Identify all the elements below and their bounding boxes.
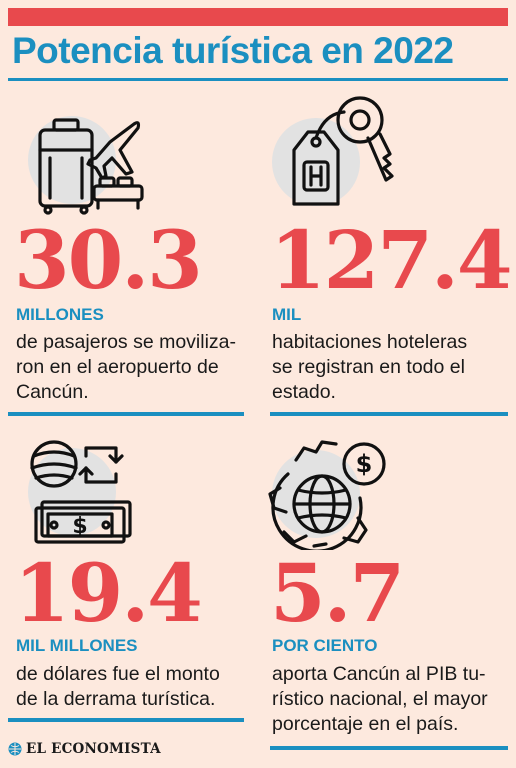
svg-text:$: $ [72,514,87,539]
title-divider [8,78,508,81]
publisher-logo: EL ECONOMISTA [8,741,161,757]
desc-line: de la derrama turística. [16,688,216,710]
stat-value-pasajeros: 30.3 [14,213,203,307]
hotel-key-icon [272,96,394,206]
stat-divider [270,412,508,416]
stat-divider [8,718,244,722]
desc-line: aporta Cancún al PIB tu- [272,663,486,685]
desc-line: estado. [272,381,336,403]
stat-unit-habitaciones: MIL [272,305,302,324]
desc-line: se registran en todo el [272,356,465,378]
stat-unit-pasajeros: MILLONES [16,305,104,324]
desc-line: Cancún. [16,381,89,403]
desc-line: rístico nacional, el mayor [272,688,488,710]
stat-description-pasajeros: de pasajeros se moviliza- ron en el aero… [16,330,256,405]
desc-line: habitaciones hoteleras [272,331,468,353]
exchange-money-icon: $ [28,440,132,544]
stat-divider [8,412,244,416]
desc-line: ron en el aeropuerto de [16,356,219,378]
desc-line: porcentaje en el país. [272,713,459,735]
globe-gear-dollar-icon: $ [268,440,386,550]
svg-text:$: $ [356,450,373,478]
desc-line: de pasajeros se moviliza- [16,331,237,353]
stat-description-pib: aporta Cancún al PIB tu- rístico naciona… [272,662,512,737]
travel-luggage-plane-bed-icon [28,116,144,215]
top-accent-bar [8,8,508,26]
stat-divider [270,746,508,750]
stat-description-habitaciones: habitaciones hoteleras se registran en t… [272,330,512,405]
stat-unit-pib: POR CIENTO [272,636,378,655]
stat-value-pib: 5.7 [270,546,405,640]
stat-value-habitaciones: 127.4 [270,213,513,307]
logo-globe-icon [8,742,22,756]
logo-text: EL ECONOMISTA [26,741,161,757]
page-title: Potencia turística en 2022 [12,30,454,71]
stat-unit-derrama: MIL MILLONES [16,636,138,655]
desc-line: de dólares fue el monto [16,663,220,685]
stat-value-derrama: 19.4 [14,546,203,640]
stat-description-derrama: de dólares fue el monto de la derrama tu… [16,662,256,712]
